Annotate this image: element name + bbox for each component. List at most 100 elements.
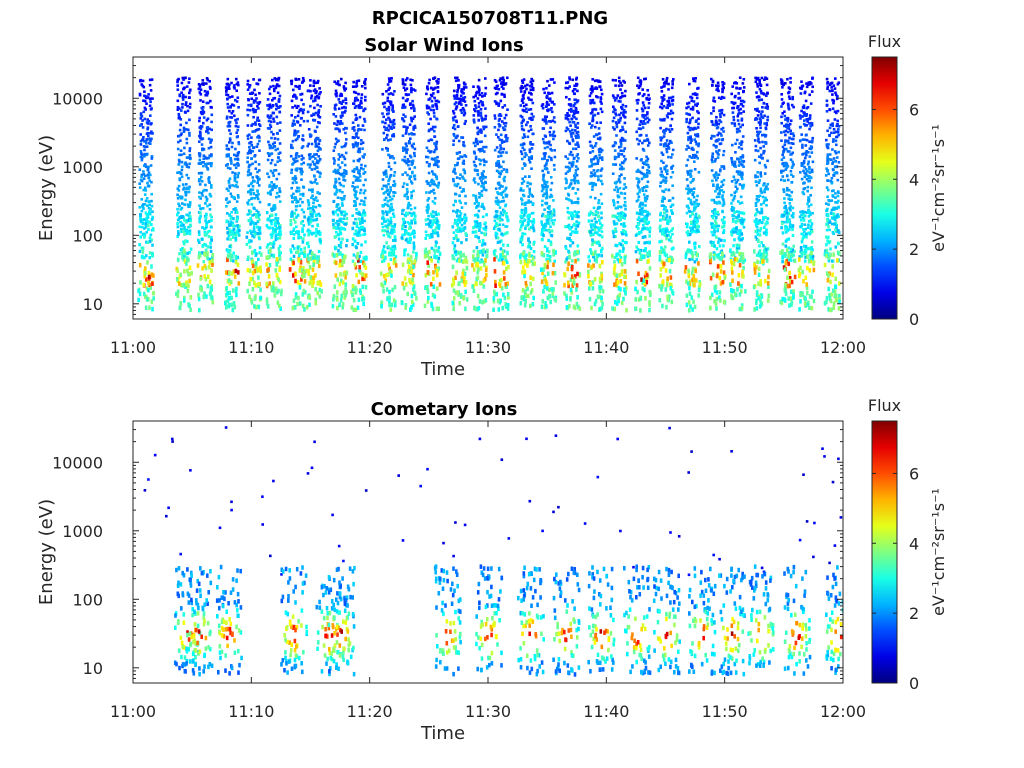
heatmap-cell <box>308 302 311 307</box>
heatmap-cell <box>500 277 503 283</box>
heatmap-cell <box>236 117 239 121</box>
heatmap-cell <box>190 270 193 276</box>
heatmap-cell <box>137 297 140 303</box>
heatmap-cell <box>570 225 574 229</box>
heatmap-cell <box>301 292 305 297</box>
heatmap-cell <box>303 253 306 258</box>
heatmap-cell <box>197 162 201 165</box>
heatmap-cell <box>340 202 344 205</box>
heatmap-cell <box>495 196 498 200</box>
heatmap-cell <box>352 253 356 257</box>
heatmap-cell <box>435 268 439 274</box>
heatmap-cell <box>225 286 228 291</box>
heatmap-cell <box>600 179 603 183</box>
heatmap-cell <box>387 272 390 277</box>
heatmap-cell <box>267 274 271 279</box>
heatmap-cell <box>257 257 260 261</box>
heatmap-cell <box>199 132 202 135</box>
heatmap-cell <box>183 269 186 274</box>
heatmap-cell <box>291 200 294 203</box>
heatmap-cell <box>404 148 407 151</box>
heatmap-cell <box>250 188 253 192</box>
heatmap-cell <box>300 221 303 225</box>
heatmap-cell <box>475 200 479 204</box>
heatmap-cell <box>341 253 344 257</box>
heatmap-cell <box>464 104 468 107</box>
heatmap-cell <box>208 260 211 265</box>
heatmap-cell <box>529 200 533 204</box>
heatmap-cell <box>188 106 192 109</box>
heatmap-cell <box>231 235 235 239</box>
heatmap-cell <box>571 230 574 233</box>
heatmap-cell <box>338 101 342 104</box>
heatmap-cell <box>553 149 556 152</box>
heatmap-cell <box>426 155 430 159</box>
heatmap-cell <box>529 247 533 251</box>
heatmap-cell <box>185 183 188 186</box>
heatmap-cell <box>545 304 548 309</box>
heatmap-cell <box>462 268 465 273</box>
heatmap-cell <box>266 304 270 309</box>
heatmap-cell <box>497 104 500 107</box>
heatmap-cell <box>313 97 317 100</box>
heatmap-cell <box>451 300 455 306</box>
heatmap-cell <box>544 152 547 155</box>
heatmap-cell <box>453 169 456 172</box>
heatmap-cell <box>141 119 144 122</box>
heatmap-cell <box>499 217 502 221</box>
heatmap-cell <box>253 304 256 309</box>
heatmap-cell <box>392 118 396 122</box>
heatmap-cell <box>250 157 253 160</box>
heatmap-cell <box>237 233 241 237</box>
heatmap-cell <box>456 182 460 186</box>
heatmap-cell <box>434 86 437 90</box>
heatmap-cell <box>309 180 312 184</box>
heatmap-cell <box>569 277 573 282</box>
heatmap-cell <box>574 78 578 81</box>
heatmap-cell <box>298 204 302 207</box>
heatmap-cell <box>177 140 180 144</box>
heatmap-cell <box>289 248 292 252</box>
heatmap-cell <box>477 130 480 134</box>
heatmap-cell <box>478 162 482 166</box>
heatmap-cell <box>253 213 256 216</box>
heatmap-cell <box>317 111 320 114</box>
heatmap-cell <box>307 200 310 203</box>
heatmap-cell <box>232 227 236 231</box>
heatmap-cell <box>250 250 254 255</box>
heatmap-cell <box>298 301 302 306</box>
heatmap-cell <box>454 164 457 167</box>
heatmap-cell <box>462 188 465 191</box>
heatmap-cell <box>400 236 404 240</box>
heatmap-cell <box>392 238 395 243</box>
heatmap-cell <box>492 298 496 304</box>
heatmap-cell <box>336 277 339 282</box>
heatmap-cell <box>429 138 433 141</box>
heatmap-cell <box>251 130 254 133</box>
heatmap-cell <box>465 297 469 302</box>
heatmap-cell <box>315 125 319 129</box>
heatmap-cell <box>295 215 298 219</box>
heatmap-cell <box>343 163 347 167</box>
heatmap-cell <box>526 220 530 224</box>
heatmap-cell <box>334 221 338 225</box>
heatmap-cell <box>351 237 355 241</box>
heatmap-cell <box>461 97 465 100</box>
heatmap-cell <box>476 307 479 312</box>
heatmap-cell <box>599 97 603 101</box>
heatmap-cell <box>273 169 276 172</box>
heatmap-cell <box>571 128 574 132</box>
heatmap-cell <box>389 120 392 124</box>
heatmap-cell <box>460 90 463 93</box>
heatmap-cell <box>188 102 192 106</box>
heatmap-cell <box>591 111 594 114</box>
heatmap-cell <box>229 139 232 142</box>
heatmap-cell <box>233 163 236 167</box>
heatmap-cell <box>339 259 342 264</box>
heatmap-cell <box>547 287 551 293</box>
heatmap-cell <box>307 245 310 249</box>
heatmap-cell <box>432 214 436 218</box>
heatmap-cell <box>201 106 205 109</box>
heatmap-cell <box>176 187 180 190</box>
heatmap-cell <box>279 251 282 255</box>
